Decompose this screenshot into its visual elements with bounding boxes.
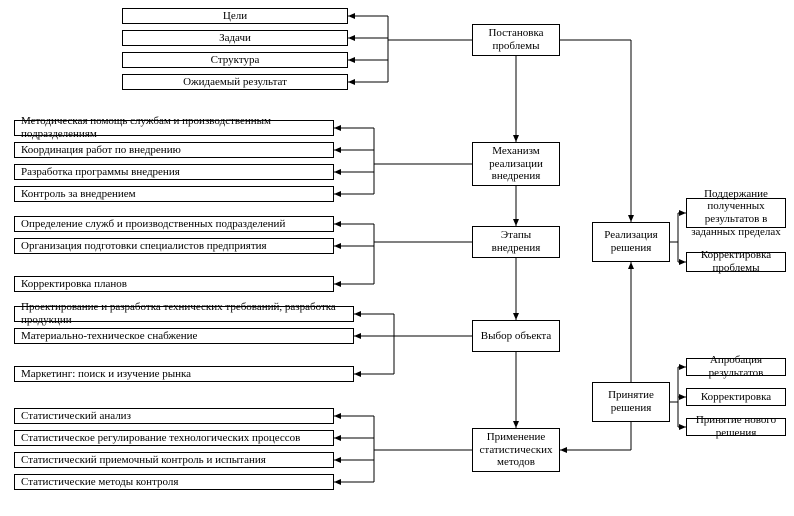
center-object: Выбор объекта [472, 320, 560, 352]
left-stages-0: Определение служб и производственных под… [14, 216, 334, 232]
left-problem-3: Ожидаемый результат [122, 74, 348, 90]
right-decide: Принятие решения [592, 382, 670, 422]
center-stats: Применение статистических методов [472, 428, 560, 472]
left-mechanism-1: Координация работ по внедрению [14, 142, 334, 158]
left-problem-0: Цели [122, 8, 348, 24]
left-stats-3: Статистические методы контроля [14, 474, 334, 490]
center-problem: Постановка проблемы [472, 24, 560, 56]
left-mechanism-2: Разработка программы внедрения [14, 164, 334, 180]
left-stages-1: Организация подготовки специалистов пред… [14, 238, 334, 254]
left-object-0: Проектирование и разработка технических … [14, 306, 354, 322]
left-stats-0: Статистический анализ [14, 408, 334, 424]
left-stages-2: Корректировка планов [14, 276, 334, 292]
far-realize-0: Поддержание полученных результатов в зад… [686, 198, 786, 228]
far-decide-1: Корректировка [686, 388, 786, 406]
left-problem-1: Задачи [122, 30, 348, 46]
left-object-2: Маркетинг: поиск и изучение рынка [14, 366, 354, 382]
center-mechanism: Механизм реализации внедрения [472, 142, 560, 186]
far-decide-0: Апробация результатов [686, 358, 786, 376]
far-decide-2: Принятие нового решения [686, 418, 786, 436]
far-realize-1: Корректировка проблемы [686, 252, 786, 272]
left-object-1: Материально-техническое снабжение [14, 328, 354, 344]
left-mechanism-0: Методическая помощь службам и производст… [14, 120, 334, 136]
center-stages: Этапы внедрения [472, 226, 560, 258]
left-stats-2: Статистический приемочный контроль и исп… [14, 452, 334, 468]
left-mechanism-3: Контроль за внедрением [14, 186, 334, 202]
left-stats-1: Статистическое регулирование технологиче… [14, 430, 334, 446]
right-realize: Реализация решения [592, 222, 670, 262]
left-problem-2: Структура [122, 52, 348, 68]
